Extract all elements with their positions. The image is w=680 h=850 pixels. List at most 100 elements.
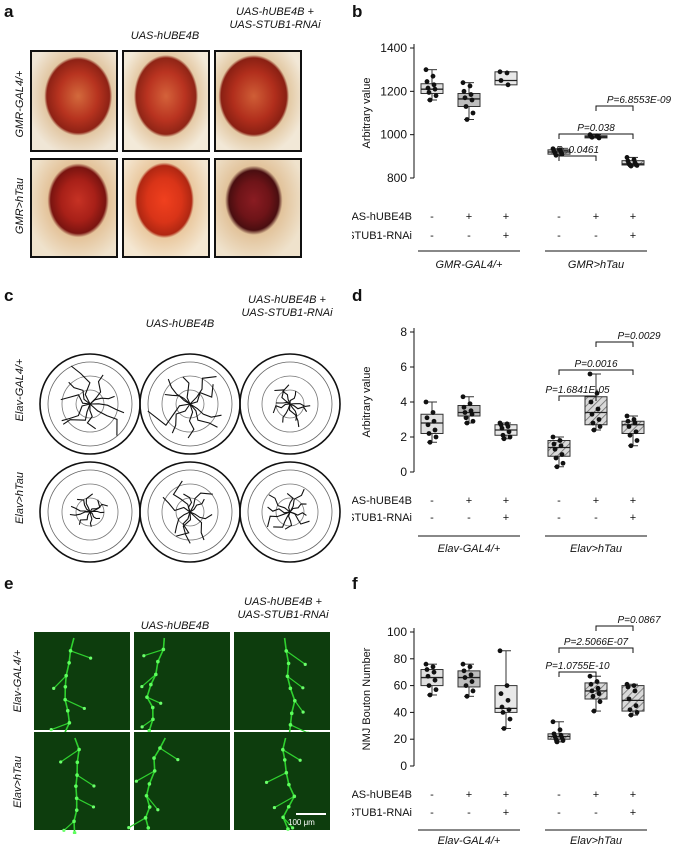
data-point <box>587 673 593 679</box>
data-point <box>553 152 559 158</box>
genotype-sign: - <box>557 495 561 507</box>
data-point <box>551 441 557 447</box>
data-point <box>468 92 474 97</box>
nmj-bouton <box>158 746 162 750</box>
larval-track <box>62 403 91 425</box>
nmj-bouton <box>91 805 96 809</box>
nmj-bouton <box>144 794 149 798</box>
larval-track <box>176 511 191 537</box>
data-point <box>433 93 439 99</box>
nmj-bouton <box>284 770 289 775</box>
plate-ring <box>61 375 119 433</box>
chart-d: 0 2 4 6 8 Arbitrary value P=1.6841E-05 P=0.0016… <box>352 325 661 555</box>
genotype-sign: - <box>430 512 434 524</box>
nmj-branch <box>53 675 67 689</box>
data-point <box>424 415 430 421</box>
data-point <box>430 73 436 79</box>
data-point <box>505 697 511 703</box>
genotype-sign: - <box>594 807 598 819</box>
nmj-branch <box>159 747 179 761</box>
larval-track <box>174 511 191 534</box>
group-label: Elav-GAL4/+ <box>438 543 501 555</box>
data-point <box>506 429 512 435</box>
larval-track <box>289 403 308 412</box>
y-tick-label: 8 <box>400 325 407 339</box>
nmj-bouton <box>149 682 153 687</box>
data-point <box>432 86 438 92</box>
nmj-branch <box>143 648 164 657</box>
larval-track <box>89 511 93 527</box>
data-point <box>499 704 505 710</box>
nmj-bouton <box>75 773 79 777</box>
data-point <box>427 439 433 445</box>
genotype-row-label: UAS-STUB1-RNAi <box>352 230 412 242</box>
larval-track <box>289 488 305 513</box>
eye-image-gmr-control <box>30 50 118 152</box>
data-point <box>559 151 565 157</box>
larval-track <box>268 494 291 513</box>
nmj-branch <box>146 696 161 704</box>
larval-track <box>274 389 291 405</box>
chart-f: 0 20 40 60 80 100 NMJ Bouton Number P=1.0755E-1… <box>352 615 661 847</box>
data-point <box>559 452 565 457</box>
larval-track <box>289 391 297 405</box>
nmj-bouton <box>89 656 93 660</box>
nmj-bouton <box>289 711 294 716</box>
nmj-bouton <box>288 723 293 727</box>
data-point <box>588 681 594 687</box>
scale-bar-label: 100 μm <box>288 818 315 827</box>
nmj-image-frame <box>134 732 230 830</box>
nmj-bouton <box>156 659 160 664</box>
data-point <box>464 117 470 122</box>
data-point <box>507 434 513 440</box>
data-point <box>554 739 560 745</box>
data-point <box>628 163 634 169</box>
data-point <box>433 687 439 693</box>
data-point <box>462 410 468 415</box>
data-point <box>558 443 564 449</box>
plate-outer-ring <box>239 461 341 563</box>
data-point <box>425 673 431 679</box>
nmj-bouton <box>298 758 302 762</box>
panel-a-row-label-1: GMR-GAL4/+ <box>14 70 26 138</box>
nmj-bouton <box>176 758 180 762</box>
data-point <box>633 703 639 709</box>
significance-bracket <box>558 133 634 139</box>
nmj-bouton <box>64 673 68 678</box>
larval-track <box>85 493 94 513</box>
nmj-branch <box>136 770 155 782</box>
genotype-sign: - <box>557 211 561 223</box>
larval-track <box>266 511 291 528</box>
nmj-branch <box>64 699 85 709</box>
plate-ring <box>147 361 233 447</box>
data-point <box>426 431 432 436</box>
larval-track <box>272 403 291 414</box>
y-tick-label: 0 <box>400 759 407 773</box>
data-point <box>595 406 601 412</box>
genotype-row-label: UAS-STUB1-RNAi <box>352 807 412 819</box>
eye-image-htau-control <box>30 158 118 258</box>
data-point <box>469 411 475 417</box>
nmj-bouton <box>159 701 163 705</box>
larval-track <box>68 381 91 405</box>
larval-track <box>282 403 291 423</box>
data-point <box>625 418 631 424</box>
genotype-sign: + <box>503 495 509 507</box>
nmj-bouton <box>92 784 96 788</box>
eye-image-htau-ube4b-stub1 <box>214 158 302 258</box>
data-point <box>626 696 632 702</box>
larval-track <box>189 511 205 541</box>
nmj-bouton <box>72 831 77 834</box>
nmj-bouton <box>285 674 290 679</box>
y-axis-label: Arbitrary value <box>361 367 373 438</box>
genotype-sign: + <box>630 512 636 524</box>
p-value-label: P=0.0867 <box>617 615 661 626</box>
larval-track <box>189 384 214 405</box>
data-point <box>501 436 507 442</box>
data-point <box>501 726 507 731</box>
data-point <box>427 97 433 103</box>
nmj-branch <box>146 795 159 811</box>
genotype-sign: - <box>557 789 561 801</box>
data-point <box>460 661 466 667</box>
significance-bracket <box>558 369 634 375</box>
